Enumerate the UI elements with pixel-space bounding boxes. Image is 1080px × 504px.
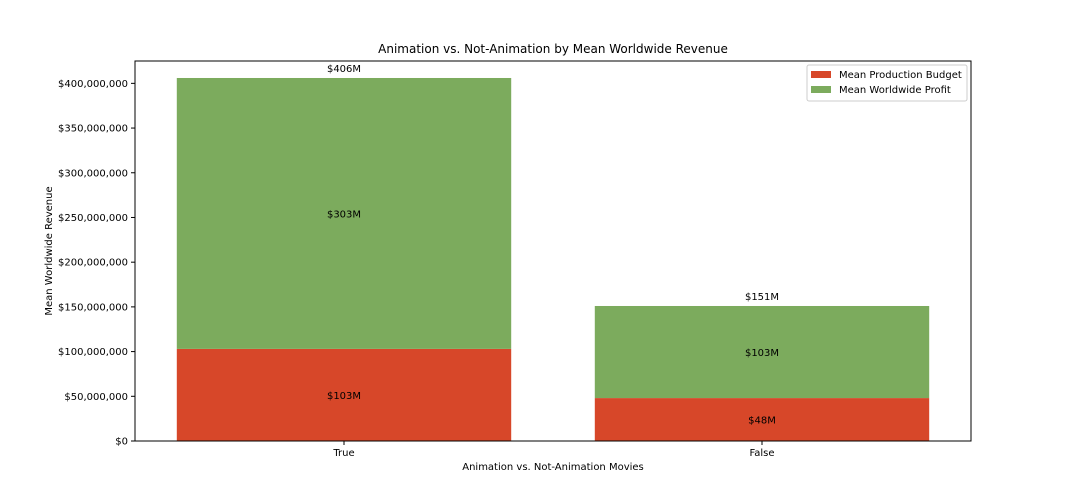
legend-swatch-1: [811, 86, 831, 93]
data-label-true-series-1: $303M: [327, 209, 361, 220]
legend-label-1: Mean Worldwide Profit: [839, 85, 951, 96]
plot-frame: [134, 60, 972, 442]
y-axis-label: Mean Worldwide Revenue: [44, 186, 55, 315]
legend-swatch-0: [811, 71, 831, 78]
data-label-false-series-0: $48M: [748, 416, 776, 427]
y-tick-label: $400,000,000: [58, 79, 128, 90]
chart-title: Animation vs. Not-Animation by Mean Worl…: [378, 42, 728, 56]
bar-false-series-1: [594, 305, 930, 399]
y-tick-label: $50,000,000: [64, 392, 128, 403]
y-tick-label: $250,000,000: [58, 213, 128, 224]
y-tick-label: $300,000,000: [58, 168, 128, 179]
x-axis-label: Animation vs. Not-Animation Movies: [462, 462, 644, 473]
y-tick-label: $100,000,000: [58, 347, 128, 358]
total-label-true: $406M: [327, 64, 361, 75]
bar-false-series-0: [594, 398, 930, 441]
bar-true-series-0: [176, 348, 512, 441]
legend-label-0: Mean Production Budget: [839, 70, 962, 81]
data-label-false-series-1: $103M: [745, 348, 779, 359]
bar-true-series-1: [176, 77, 512, 349]
total-label-false: $151M: [745, 292, 779, 303]
plot-area: $103M $303M $406M True $48M $103M $151M False $0…: [58, 60, 972, 459]
y-tick-label: $200,000,000: [58, 258, 128, 269]
x-tick-label: True: [332, 448, 354, 459]
legend-box: [806, 64, 968, 102]
y-tick-label: $0: [115, 437, 128, 448]
data-label-true-series-0: $103M: [327, 391, 361, 402]
y-tick-label: $350,000,000: [58, 124, 128, 135]
legend: Mean Production Budget Mean Worldwide Pro…: [806, 64, 968, 102]
y-tick-label: $150,000,000: [58, 302, 128, 313]
x-tick-label: False: [749, 448, 774, 459]
